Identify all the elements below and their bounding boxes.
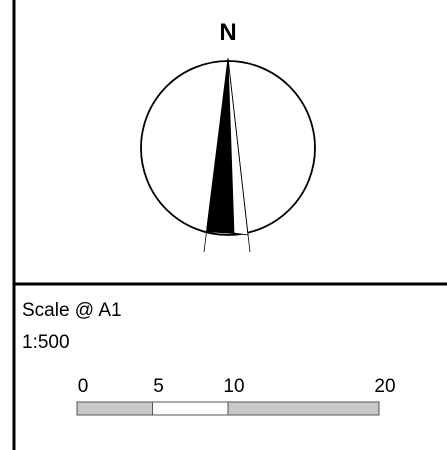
arrow-edge [203,57,229,253]
arrow-edge [227,57,251,253]
scale-bar: 0 5 10 20 [76,376,396,416]
scale-segment [227,401,380,416]
scale-tick-label: 0 [78,376,89,397]
scale-tick-label: 20 [374,376,395,397]
scale-segment [76,401,153,416]
scale-tick-label: 10 [223,376,244,397]
north-label: N [219,19,236,46]
north-arrow: N [140,19,316,253]
scale-ratio: 1:500 [22,332,70,353]
scale-title: Scale @ A1 [22,300,122,321]
scale-tick-label: 5 [153,376,164,397]
scale-segment [152,401,229,416]
